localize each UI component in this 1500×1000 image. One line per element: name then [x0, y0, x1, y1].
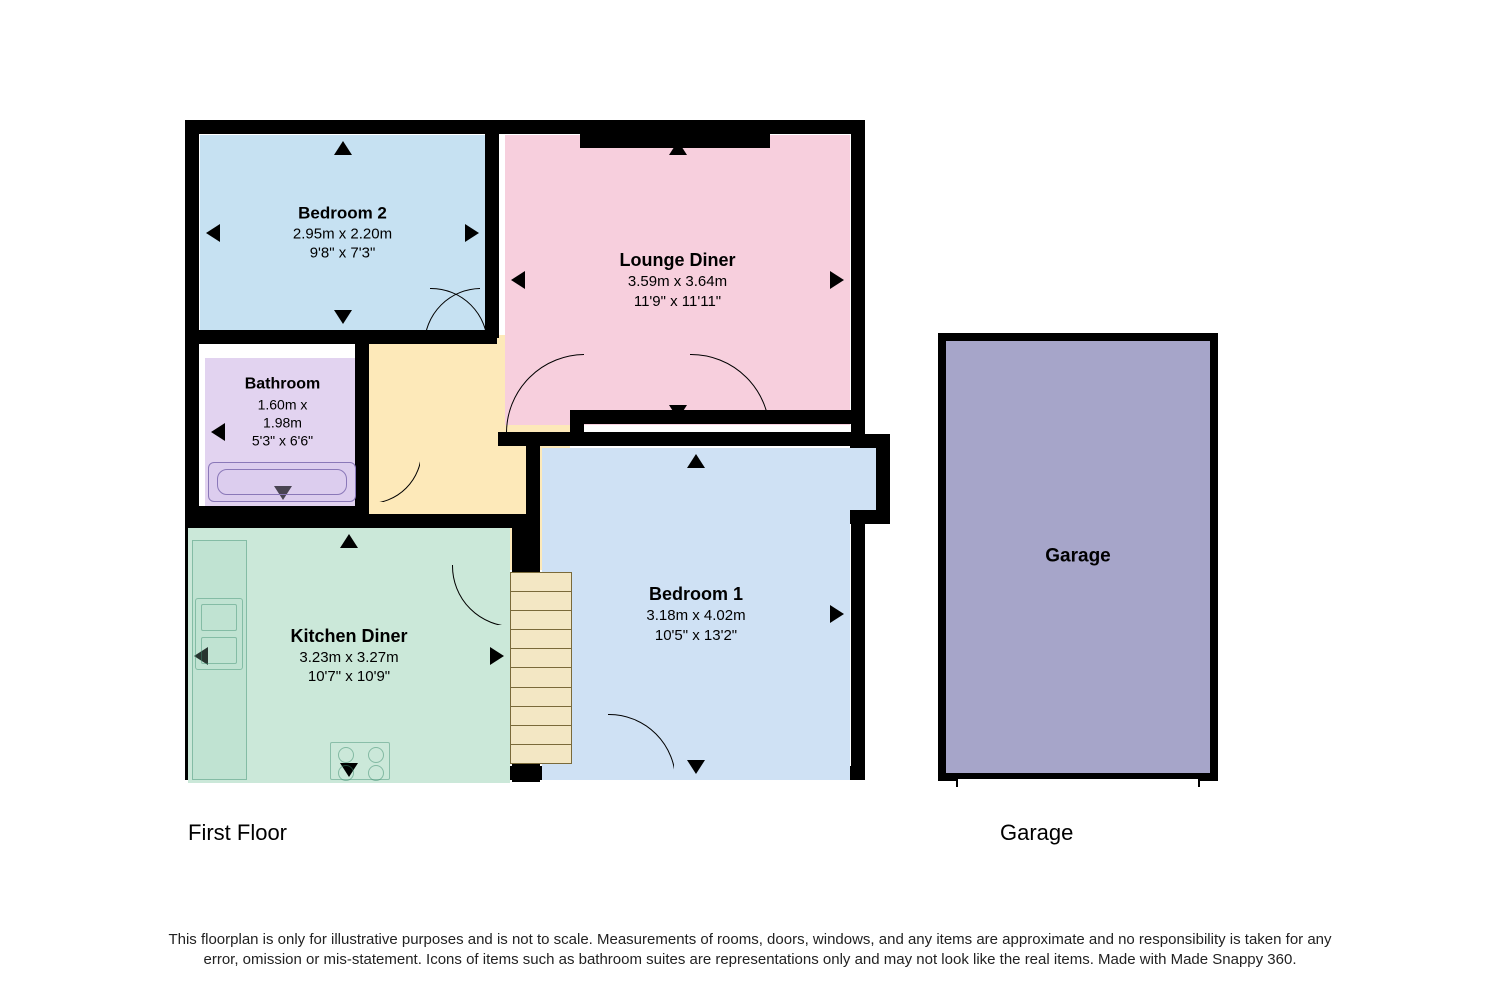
room-bedroom-1	[542, 448, 850, 780]
bathtub-icon	[208, 462, 356, 502]
dim-arrow-icon	[490, 647, 504, 665]
dim-arrow-icon	[340, 534, 358, 548]
dim-arrow-icon	[334, 310, 352, 324]
dim-arrow-icon	[334, 141, 352, 155]
floorplan-canvas: Bedroom 22.95m x 2.20m9'8" x 7'3"Lounge …	[0, 0, 1500, 1000]
dim-arrow-icon	[511, 271, 525, 289]
caption-first-floor: First Floor	[188, 820, 287, 846]
dim-arrow-icon	[669, 405, 687, 419]
caption-garage: Garage	[1000, 820, 1073, 846]
label-garage-name: Garage	[1045, 545, 1110, 570]
door-arc	[368, 450, 420, 502]
stairs	[510, 572, 572, 764]
room-garage: Garage	[938, 333, 1218, 781]
dim-arrow-icon	[830, 271, 844, 289]
door-arc	[690, 354, 768, 432]
dim-arrow-icon	[687, 454, 705, 468]
dim-arrow-icon	[211, 423, 225, 441]
dim-arrow-icon	[206, 224, 220, 242]
door-arc	[424, 288, 480, 344]
dim-arrow-icon	[830, 605, 844, 623]
door-arc	[452, 565, 512, 625]
disclaimer-text: This floorplan is only for illustrative …	[0, 930, 1500, 971]
door-arc	[506, 354, 584, 432]
dim-arrow-icon	[687, 760, 705, 774]
dim-arrow-icon	[669, 141, 687, 155]
dim-arrow-icon	[465, 224, 479, 242]
door-arc	[608, 714, 674, 780]
